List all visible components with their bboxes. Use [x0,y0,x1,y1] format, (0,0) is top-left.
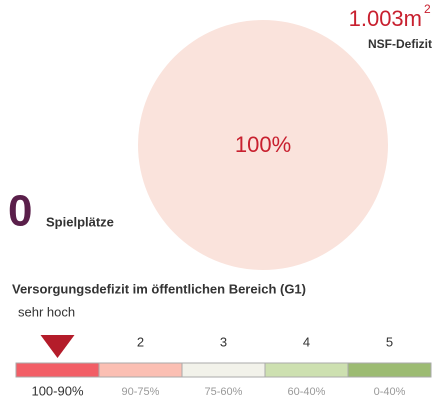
level-label: 5 [386,334,393,349]
level-label: 3 [220,334,227,349]
level-label: 4 [303,334,310,349]
scale-segment [264,362,349,378]
deficit-exponent: 2 [424,2,431,16]
deficit-amount: 1.003m [349,6,422,31]
scale-segment [15,362,100,378]
scale-title: Versorgungsdefizit im öffentlichen Berei… [12,281,306,296]
range-label: 0-40% [374,386,406,398]
playground-count: 0 [8,187,32,236]
level-label: sehr hoch [18,304,75,319]
scale-segment [181,362,266,378]
range-label: 90-75% [122,386,160,398]
coverage-circle [138,20,388,270]
scale-segment [347,362,432,378]
range-label: 75-60% [205,386,243,398]
circle-text: 100% [235,132,291,157]
range-label: 60-40% [288,386,326,398]
scale: sehr hoch 100-90% 2 90-75% 3 75-60% 4 60-40% 5 0-… [15,304,432,398]
range-label: 100-90% [31,383,83,398]
playground-label: Spielplätze [46,214,114,229]
selected-marker [40,335,75,358]
deficit-label: NSF-Defizit [368,37,432,51]
level-label: 2 [137,334,144,349]
scale-segment [98,362,183,378]
